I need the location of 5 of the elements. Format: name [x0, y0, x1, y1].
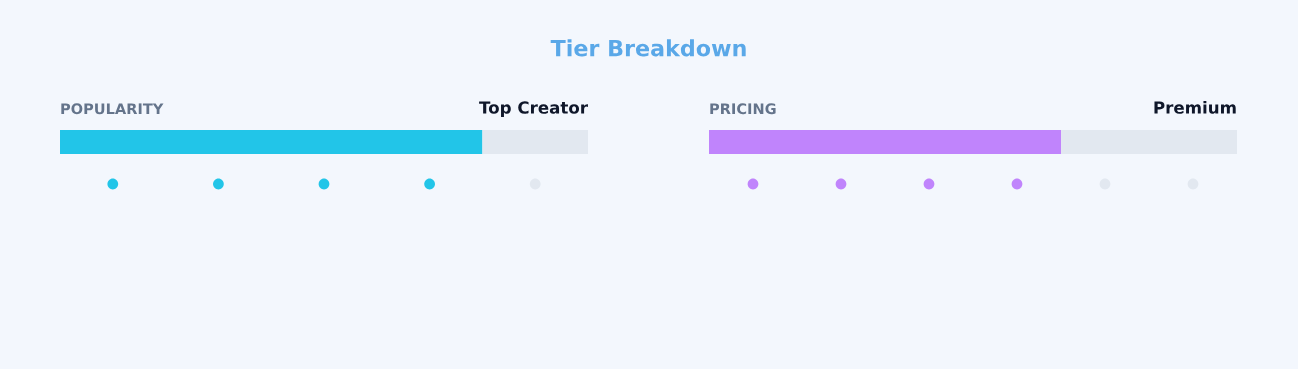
text: Tier Breakdown [550, 39, 746, 57]
chart-title: PRICING [710, 103, 776, 115]
chart-subtitle: Premium [1154, 100, 1236, 114]
chart-title: POPULARITY [61, 103, 164, 115]
chart-subtitle: Top Creator [479, 101, 588, 118]
